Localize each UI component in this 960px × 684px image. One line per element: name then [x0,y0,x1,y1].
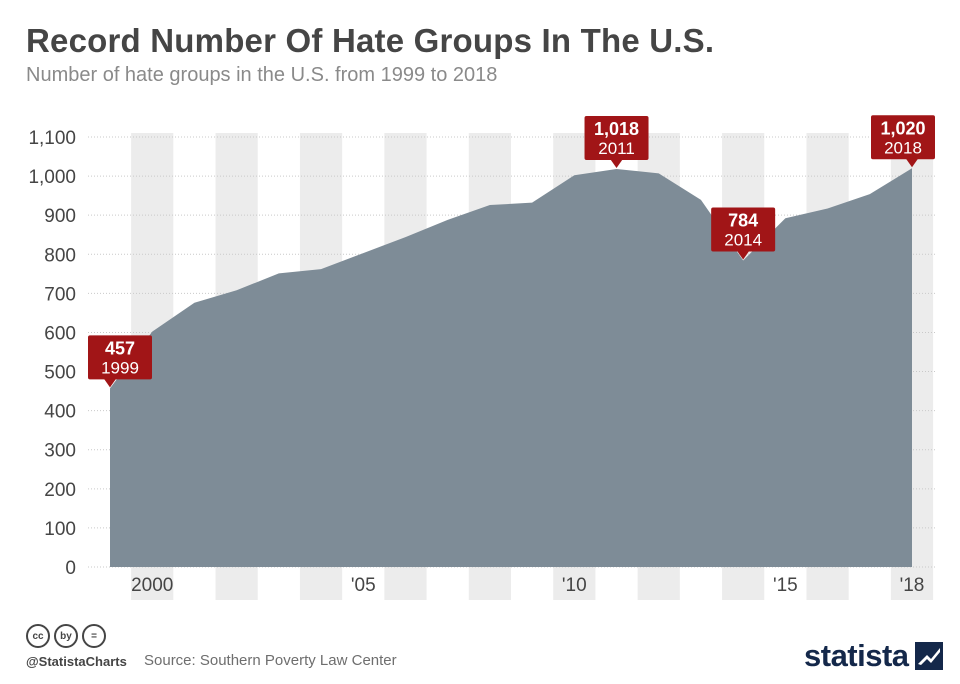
x-tick-label: '15 [773,575,798,596]
y-tick-label: 600 [44,323,76,344]
callout-year: 1999 [101,358,139,377]
callout-value: 457 [105,338,135,358]
callout-pointer [610,159,623,169]
twitter-handle: @StatistaCharts [26,654,127,669]
y-axis: 0 100 200 300 400 500 600 700 800 900 1,000 1,100 [28,128,76,579]
callout-pointer [737,251,750,260]
y-tick-label: 900 [44,206,76,227]
y-tick-label: 100 [44,519,76,540]
y-tick-label: 200 [44,480,76,501]
callout-value: 1,018 [594,119,639,139]
y-tick-label: 400 [44,402,76,423]
license-icons: cc by = [26,624,106,648]
no-derivatives-icon: = [82,624,106,648]
callout-box [711,207,776,252]
chart-subtitle: Number of hate groups in the U.S. from 1… [26,64,498,86]
callout-year: 2011 [598,139,635,158]
y-tick-label: 700 [44,284,76,305]
y-tick-label: 800 [44,245,76,266]
callout-year: 2014 [724,231,762,250]
source-note: Source: Southern Poverty Law Center [144,652,397,669]
callout-year: 2018 [884,138,922,157]
chart-title: Record Number Of Hate Groups In The U.S. [26,22,715,59]
y-tick-label: 500 [44,363,76,384]
callout-value: 1,020 [880,118,925,138]
callout-box [584,116,649,161]
x-tick-label: '05 [351,575,376,596]
x-tick-label: '18 [900,575,925,596]
callout-pointer [104,378,116,388]
statista-logo: statista [804,638,943,674]
brand-name: statista [804,638,909,673]
x-tick-label: 2000 [131,575,173,596]
statista-mark-icon [914,642,943,670]
y-tick-label: 300 [44,441,76,462]
y-tick-label: 1,100 [28,128,76,149]
area-chart: 0 100 200 300 400 500 600 700 800 900 1,000 1,100 2… [28,115,935,600]
callout-value: 784 [728,211,758,231]
attribution-icon: by [54,624,78,648]
x-axis: 2000 '05 '10 '15 '18 [131,575,924,596]
creative-commons-icon: cc [26,624,50,648]
area-series [110,168,912,568]
callout-box [871,115,935,160]
series [110,168,912,568]
callout-box [88,335,152,380]
y-tick-label: 0 [65,558,76,579]
y-tick-label: 1,000 [28,167,76,188]
callout-pointer [906,158,918,168]
x-tick-label: '10 [562,575,587,596]
